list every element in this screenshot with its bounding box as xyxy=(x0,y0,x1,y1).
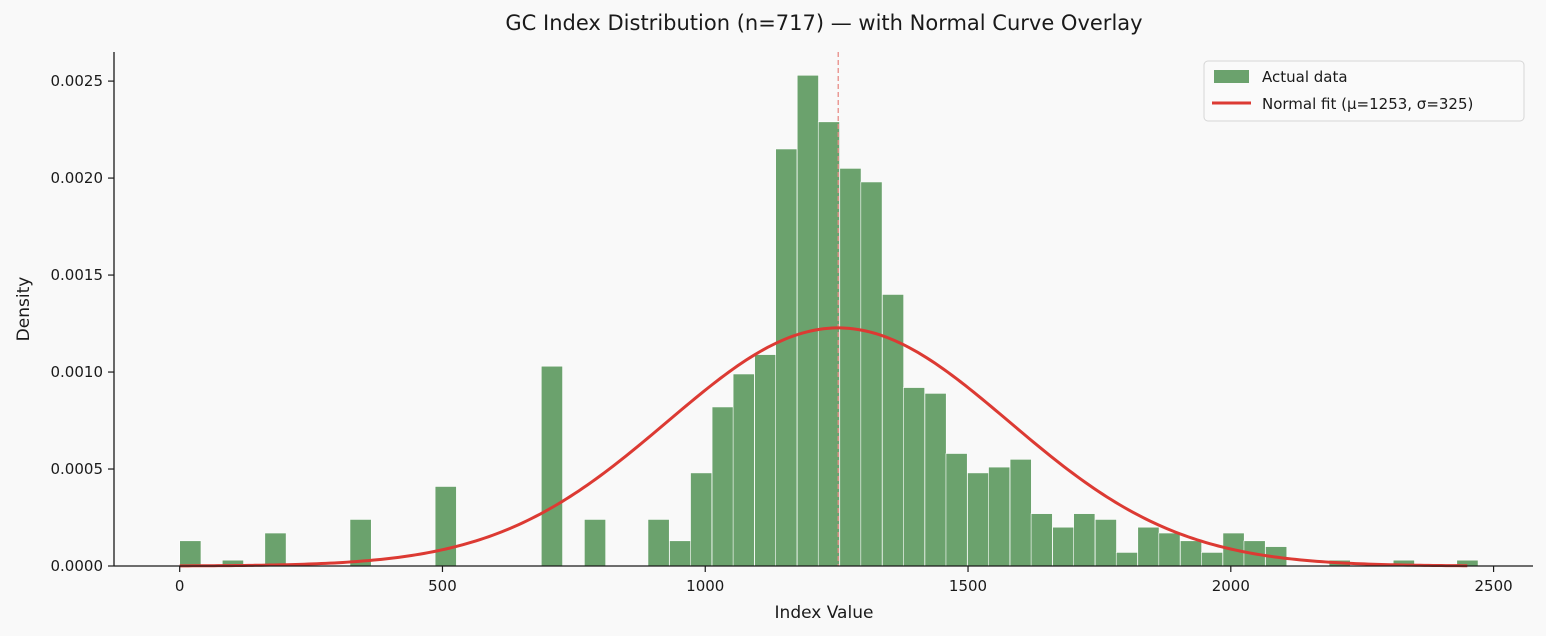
histogram-bar xyxy=(647,519,670,567)
y-tick-label: 0.0010 xyxy=(51,363,104,381)
histogram-bar xyxy=(349,519,372,567)
x-tick-label: 1000 xyxy=(686,577,724,595)
histogram-bar xyxy=(1073,513,1096,567)
histogram-bar xyxy=(1201,552,1223,567)
histogram-bar xyxy=(669,540,692,567)
histogram-bar xyxy=(540,365,563,567)
histogram-bars xyxy=(179,74,1479,567)
histogram-bar xyxy=(839,168,862,567)
legend-swatch-actual-data xyxy=(1214,70,1249,83)
x-ticks: 0 500 1000 1500 2000 2500 xyxy=(175,566,1513,595)
x-tick-label: 2500 xyxy=(1474,577,1512,595)
histogram-bar xyxy=(1137,526,1160,567)
histogram-bar xyxy=(690,472,713,567)
normal-fit-curve xyxy=(179,326,1468,568)
x-tick-label: 500 xyxy=(428,577,457,595)
y-tick-label: 0.0015 xyxy=(51,266,104,284)
x-tick-label: 1500 xyxy=(949,577,987,595)
histogram-bar xyxy=(988,466,1011,567)
x-tick-label: 0 xyxy=(175,577,185,595)
histogram-bar xyxy=(1009,459,1032,567)
histogram-bar xyxy=(945,453,968,567)
histogram-bar xyxy=(1052,526,1075,567)
axes xyxy=(113,52,1533,567)
histogram-bar xyxy=(732,373,755,567)
histogram-bar xyxy=(264,532,287,567)
legend: Actual data Normal fit (μ=1253, σ=325) xyxy=(1203,60,1525,122)
x-axis-label: Index Value xyxy=(775,603,874,623)
x-tick-label: 2000 xyxy=(1212,577,1250,595)
chart-title: GC Index Distribution (n=717) — with Nor… xyxy=(505,11,1142,35)
histogram-bar xyxy=(1158,532,1181,567)
histogram-bar xyxy=(796,74,819,567)
histogram-bar xyxy=(903,387,925,567)
histogram-bar xyxy=(1094,519,1117,567)
histogram-bar xyxy=(1180,540,1202,567)
histogram-bar xyxy=(860,181,883,567)
histogram-bar xyxy=(434,486,457,567)
histogram-bar xyxy=(1030,513,1053,567)
histogram-bar xyxy=(817,121,840,567)
histogram-bar xyxy=(584,519,606,567)
histogram-bar xyxy=(967,472,990,567)
histogram-bar xyxy=(775,148,798,567)
histogram-bar xyxy=(711,406,734,567)
histogram-bar xyxy=(179,540,202,567)
histogram-bar xyxy=(1115,552,1138,567)
y-tick-label: 0.0025 xyxy=(51,72,104,90)
y-ticks: 0.0000 0.0005 0.0010 0.0015 0.0020 0.0025 xyxy=(51,72,114,575)
histogram-bar xyxy=(924,393,947,567)
legend-box xyxy=(1203,60,1525,122)
legend-label-normal-fit: Normal fit (μ=1253, σ=325) xyxy=(1262,95,1473,113)
histogram-bar xyxy=(882,294,904,567)
y-tick-label: 0.0005 xyxy=(51,460,104,478)
legend-label-actual-data: Actual data xyxy=(1262,68,1348,86)
histogram-bar xyxy=(754,354,777,567)
y-axis-label: Density xyxy=(14,277,34,342)
y-tick-label: 0.0000 xyxy=(51,557,104,575)
y-tick-label: 0.0020 xyxy=(51,169,104,187)
